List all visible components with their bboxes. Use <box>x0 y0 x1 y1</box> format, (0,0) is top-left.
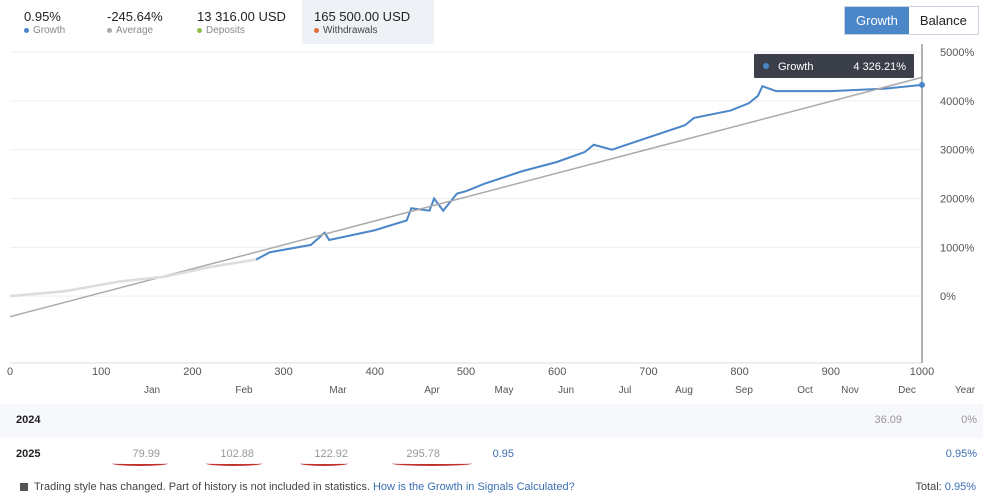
stat-withdrawals[interactable]: 165 500.00 USD Withdrawals <box>302 0 434 44</box>
stat-label: Growth <box>24 25 65 36</box>
x-tick-label: 1000 <box>910 366 934 378</box>
month-label: Jul <box>619 385 632 396</box>
month-cell[interactable]: 122.92 <box>314 448 348 460</box>
trend-line <box>9 76 923 318</box>
row-year: 2025 <box>16 448 41 460</box>
row-year: 2024 <box>16 414 41 426</box>
month-cell[interactable]: 102.88 <box>220 448 254 460</box>
month-label: Jun <box>558 385 574 396</box>
legend-dot-icon <box>24 27 29 33</box>
stat-average[interactable]: -245.64% Average <box>95 0 185 44</box>
growth-line <box>9 83 923 298</box>
legend-dot-icon <box>314 27 319 33</box>
x-tick-label: 100 <box>92 366 110 378</box>
month-label: Mar <box>329 385 347 396</box>
month-label: May <box>495 385 514 396</box>
month-label: Jan <box>144 385 160 396</box>
y-tick-label: 4000% <box>940 96 974 108</box>
stat-label: Deposits <box>197 25 245 36</box>
stat-deposits[interactable]: 13 316.00 USD Deposits <box>185 0 300 44</box>
month-label: Aug <box>675 385 693 396</box>
tooltip-box <box>754 54 914 78</box>
table-row: 2024 36.09 0% <box>0 404 983 438</box>
growth-marker <box>919 81 925 88</box>
x-tick-label: 200 <box>183 366 201 378</box>
highlight-underline <box>300 461 348 466</box>
x-tick-label: 300 <box>274 366 292 378</box>
stat-value: 13 316.00 USD <box>197 9 286 24</box>
y-tick-label: 0% <box>940 291 956 303</box>
total-value: 0.95% <box>944 481 976 493</box>
legend-dot-icon <box>197 27 202 33</box>
month-label: Sep <box>735 385 753 396</box>
y-tick-label: 1000% <box>940 242 974 254</box>
footer-note: Trading style has changed. Part of histo… <box>20 481 575 493</box>
y-tick-label: 5000% <box>940 47 974 59</box>
x-tick-label: 400 <box>366 366 384 378</box>
growth-chart: 5000% 4000% 3000% 2000% 1000% 0% 0 100 200 300 400… <box>7 44 976 396</box>
month-label: Year <box>955 385 976 396</box>
stat-value: 0.95% <box>24 9 61 24</box>
highlight-underline <box>392 461 472 466</box>
highlight-underline <box>206 461 262 466</box>
year-total-cell: 0% <box>961 414 977 426</box>
x-tick-label: 700 <box>639 366 657 378</box>
total: Total: 0.95% <box>915 481 976 493</box>
month-cell[interactable]: 36.09 <box>874 414 902 426</box>
y-tick-label: 2000% <box>940 194 974 206</box>
month-label: Oct <box>797 385 813 396</box>
growth-line-faded <box>9 258 257 298</box>
month-cell[interactable]: 295.78 <box>406 448 440 460</box>
x-tick-label: 0 <box>7 366 13 378</box>
y-tick-label: 3000% <box>940 145 974 157</box>
tooltip-label: Growth <box>778 61 813 73</box>
month-cell[interactable]: 0.95 <box>492 448 514 460</box>
view-toggle: Growth Balance <box>844 6 979 35</box>
stat-value: 165 500.00 USD <box>314 9 411 24</box>
footer: Trading style has changed. Part of histo… <box>0 476 983 499</box>
month-label: Feb <box>235 385 253 396</box>
tooltip-dot-icon <box>763 63 769 69</box>
highlight-underline <box>112 461 168 466</box>
stat-growth[interactable]: 0.95% Growth <box>12 0 92 44</box>
month-label: Nov <box>841 385 859 396</box>
growth-toggle-button[interactable]: Growth <box>845 7 909 34</box>
chart-icon <box>20 483 28 492</box>
x-tick-label: 900 <box>822 366 840 378</box>
year-total-cell: 0.95% <box>945 448 977 460</box>
month-cell[interactable]: 79.99 <box>132 448 160 460</box>
stat-value: -245.64% <box>107 9 163 24</box>
growth-calculation-link[interactable]: How is the Growth in Signals Calculated? <box>372 481 575 493</box>
month-label: Apr <box>424 385 440 396</box>
x-tick-label: 600 <box>548 366 566 378</box>
x-tick-label: 800 <box>730 366 748 378</box>
month-label: Dec <box>898 385 916 396</box>
balance-toggle-button[interactable]: Balance <box>908 7 978 34</box>
tooltip-value: 4 326.21% <box>853 61 906 73</box>
legend-dot-icon <box>107 27 112 33</box>
table-row: 2025 79.99 102.88 122.92 295.78 0.95 0.95% <box>0 438 983 472</box>
x-tick-label: 500 <box>457 366 475 378</box>
stat-label: Withdrawals <box>314 25 377 36</box>
stat-label: Average <box>107 25 153 36</box>
